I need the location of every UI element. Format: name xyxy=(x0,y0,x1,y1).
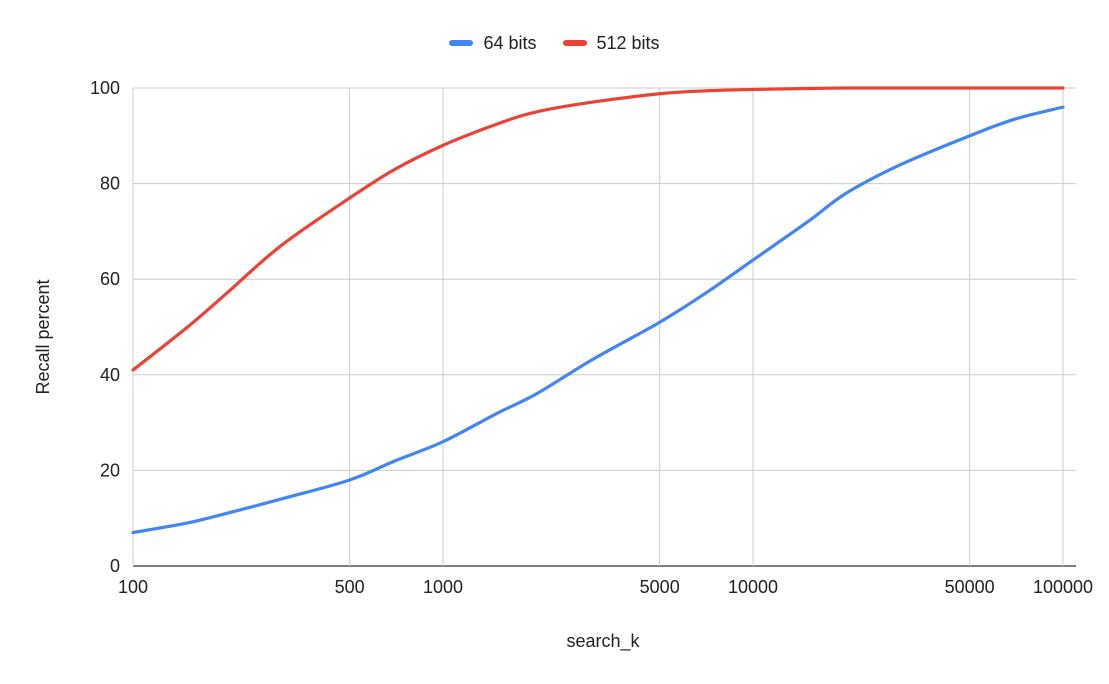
x-tick-label: 1000 xyxy=(423,577,463,597)
series-line-512-bits[interactable] xyxy=(131,86,1065,372)
y-tick-label: 20 xyxy=(100,460,120,480)
legend: 64 bits 512 bits xyxy=(0,30,1109,56)
x-tick-label: 100000 xyxy=(1033,577,1093,597)
legend-swatch-64-bits xyxy=(449,40,474,46)
y-tick-label: 80 xyxy=(100,174,120,194)
legend-item-64-bits[interactable]: 64 bits xyxy=(449,32,537,54)
legend-item-512-bits[interactable]: 512 bits xyxy=(562,32,660,54)
grid xyxy=(132,87,1076,567)
legend-label-512-bits: 512 bits xyxy=(596,32,660,53)
legend-label-64-bits: 64 bits xyxy=(483,32,537,53)
y-tick-label: 40 xyxy=(100,365,120,385)
x-axis-title: search_k xyxy=(566,631,640,652)
x-tick-label: 100 xyxy=(118,577,148,597)
y-axis-title: Recall percent xyxy=(33,279,53,394)
legend-swatch-512-bits xyxy=(562,40,587,46)
series-line-64-bits[interactable] xyxy=(131,105,1065,535)
axes: 0 20 40 60 80 100 100 500 1000 5000 10000 50000 1000… xyxy=(90,78,1093,597)
x-tick-label: 50000 xyxy=(945,577,995,597)
series-layer xyxy=(131,86,1065,535)
y-tick-label: 60 xyxy=(100,269,120,289)
x-tick-label: 5000 xyxy=(640,577,680,597)
x-tick-label: 500 xyxy=(335,577,365,597)
y-tick-label: 0 xyxy=(110,556,120,576)
y-tick-label: 100 xyxy=(90,78,120,98)
x-tick-label: 10000 xyxy=(728,577,778,597)
